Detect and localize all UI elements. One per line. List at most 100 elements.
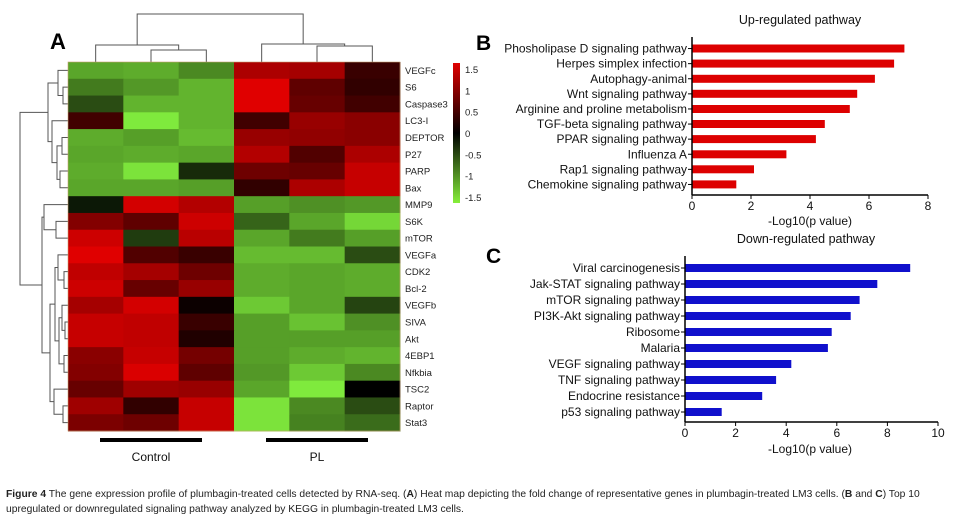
x-tick-label: 4 <box>783 426 790 440</box>
heatmap-cell <box>68 212 124 231</box>
dendrogram-link <box>62 86 68 105</box>
heatmap-cell <box>178 397 235 415</box>
heatmap-cell <box>123 330 180 348</box>
heatmap-cell <box>289 263 346 281</box>
color-scale-bar <box>453 63 460 203</box>
heatmap-cell <box>289 112 346 130</box>
heatmap-cell <box>123 246 180 264</box>
bar <box>685 344 828 352</box>
bar <box>692 74 875 83</box>
heatmap-border <box>67 61 401 432</box>
heatmap-cell <box>234 263 290 281</box>
heatmap-cell <box>68 145 124 164</box>
category-label: Wnt signaling pathway <box>567 87 687 101</box>
dendrogram-link <box>63 271 68 289</box>
heatmap-cell <box>123 145 180 164</box>
heatmap-cell <box>289 363 346 382</box>
heatmap-cell <box>289 330 346 348</box>
heatmap-cell <box>344 112 401 130</box>
panel-b-upregulated-bar-chart: B Up-regulated pathway Phosholipase D si… <box>476 13 932 228</box>
heatmap-cell <box>234 62 290 80</box>
category-label: TGF-beta signaling pathway <box>537 117 687 131</box>
heatmap-row-label: P27 <box>405 150 422 161</box>
bar <box>692 44 905 53</box>
heatmap-cell <box>234 129 290 147</box>
heatmap-cell <box>234 212 290 231</box>
heatmap-cell <box>68 95 124 113</box>
heatmap-cell <box>178 179 235 197</box>
category-label: Arginine and proline metabolism <box>516 102 687 116</box>
heatmap-cell <box>123 380 180 398</box>
heatmap-cell <box>344 145 401 164</box>
bar <box>692 165 754 174</box>
color-scale-tick-label: 0 <box>465 129 470 140</box>
heatmap-cell <box>68 380 124 398</box>
x-tick-label: 4 <box>807 199 814 213</box>
heatmap-cell <box>344 414 401 432</box>
bar <box>685 392 763 400</box>
x-tick-label: 0 <box>689 199 696 213</box>
heatmap-row-label: Akt <box>405 334 419 345</box>
heatmap-cell <box>123 280 180 298</box>
heatmap-cell <box>344 95 401 113</box>
heatmap-cell <box>123 296 180 315</box>
category-label: PPAR signaling pathway <box>556 132 687 146</box>
heatmap-row-label: Bax <box>405 183 422 194</box>
x-tick-label: 10 <box>931 426 945 440</box>
caption-ref-c: C <box>875 489 883 500</box>
dendrogram-link <box>59 170 68 189</box>
category-label: Jak-STAT signaling pathway <box>530 277 680 291</box>
heatmap-cell <box>234 145 290 164</box>
chart-title: Up-regulated pathway <box>739 13 862 27</box>
heatmap-cell <box>68 313 124 331</box>
heatmap-cell <box>68 330 124 348</box>
caption-text-2: ) Heat map depicting the fold change of … <box>413 489 845 500</box>
heatmap-cell <box>123 347 180 365</box>
dendrogram-link <box>61 136 68 155</box>
category-label: TNF signaling pathway <box>558 373 680 387</box>
panel-a-heatmap: A VEGFc S6 Caspase3 LC3-I DEPTOR P27 PARP Bax MM… <box>19 13 481 464</box>
bar <box>692 150 787 159</box>
heatmap-cell <box>234 380 290 398</box>
heatmap-row-label: Nfkbia <box>405 368 433 379</box>
heatmap-cell <box>234 330 290 348</box>
category-label: Phosholipase D signaling pathway <box>504 42 687 56</box>
heatmap-cell <box>289 62 346 80</box>
heatmap-cell <box>344 330 401 348</box>
heatmap-cell <box>178 280 235 298</box>
heatmap-cell <box>123 62 180 80</box>
dendrogram-link <box>53 388 68 415</box>
group-annotations: Control PL <box>100 438 368 464</box>
heatmap-cell <box>68 62 124 80</box>
bar <box>692 105 850 113</box>
group-bar <box>100 438 202 442</box>
category-label: Endocrine resistance <box>568 389 680 403</box>
chart-title: Down-regulated pathway <box>737 232 876 246</box>
heatmap-cell <box>234 162 290 180</box>
dendrogram-link <box>41 216 50 354</box>
caption-ref-b: B <box>844 489 853 500</box>
heatmap-cell <box>178 129 235 147</box>
heatmap-row-label: VEGFb <box>405 301 436 312</box>
heatmap-cell <box>234 229 290 247</box>
heatmap-cell <box>68 78 124 97</box>
heatmap-cell <box>234 296 290 315</box>
bar <box>692 120 825 128</box>
heatmap-cell <box>68 196 124 214</box>
bar <box>685 280 878 288</box>
heatmap-cell <box>123 313 180 331</box>
dendrogram-link <box>261 43 346 62</box>
bars <box>685 264 911 416</box>
category-label: p53 signaling pathway <box>561 405 680 419</box>
heatmap-row-label: LC3-I <box>405 116 428 127</box>
heatmap-cell <box>178 363 235 382</box>
heatmap-cell <box>68 179 124 197</box>
heatmap-cell <box>123 179 180 197</box>
heatmap-cell <box>178 162 235 180</box>
dendrogram-link <box>57 254 68 281</box>
heatmap-cell <box>68 263 124 281</box>
row-dendrogram <box>19 69 68 424</box>
x-axis-label: -Log10(p value) <box>768 442 852 456</box>
dendrogram-link <box>55 220 68 239</box>
